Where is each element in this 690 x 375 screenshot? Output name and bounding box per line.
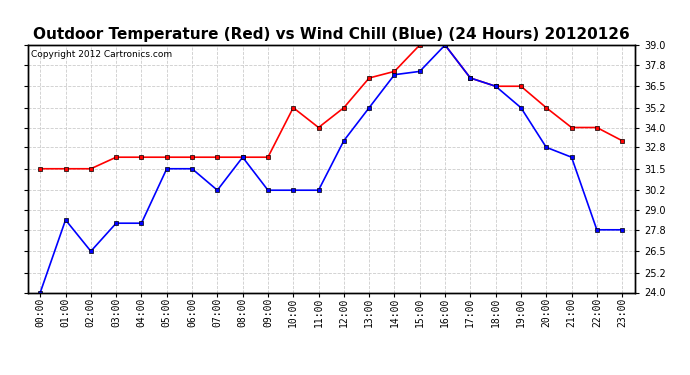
Title: Outdoor Temperature (Red) vs Wind Chill (Blue) (24 Hours) 20120126: Outdoor Temperature (Red) vs Wind Chill …: [33, 27, 629, 42]
Text: Copyright 2012 Cartronics.com: Copyright 2012 Cartronics.com: [30, 50, 172, 59]
